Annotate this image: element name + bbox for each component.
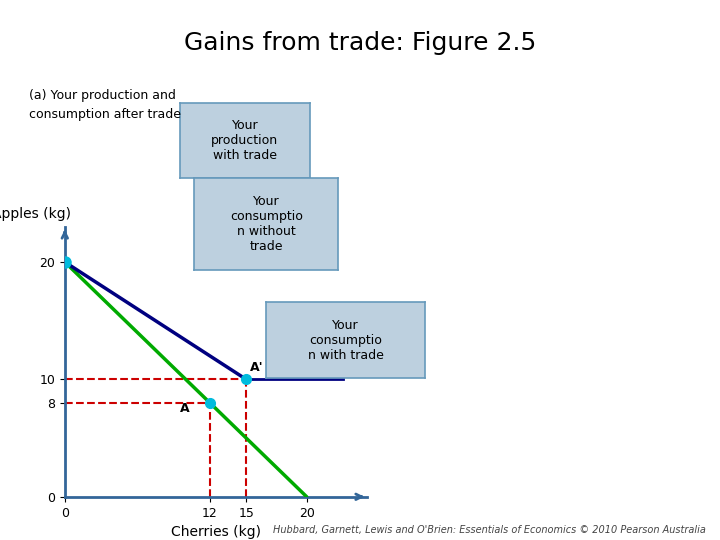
Text: Hubbard, Garnett, Lewis and O'Brien: Essentials of Economics © 2010 Pearson Aust: Hubbard, Garnett, Lewis and O'Brien: Ess… xyxy=(273,524,706,535)
Text: Apples (kg): Apples (kg) xyxy=(0,207,71,221)
Text: Your
consumptio
n without
trade: Your consumptio n without trade xyxy=(230,195,303,253)
X-axis label: Cherries (kg): Cherries (kg) xyxy=(171,525,261,539)
Text: A': A' xyxy=(250,361,264,374)
Text: (a) Your production and: (a) Your production and xyxy=(29,89,176,102)
Text: A: A xyxy=(180,402,189,415)
Text: Gains from trade: Figure 2.5: Gains from trade: Figure 2.5 xyxy=(184,31,536,55)
Text: Your
consumptio
n with trade: Your consumptio n with trade xyxy=(307,319,384,362)
Text: consumption after trade: consumption after trade xyxy=(29,108,181,121)
Text: Your
production
with trade: Your production with trade xyxy=(211,119,279,162)
